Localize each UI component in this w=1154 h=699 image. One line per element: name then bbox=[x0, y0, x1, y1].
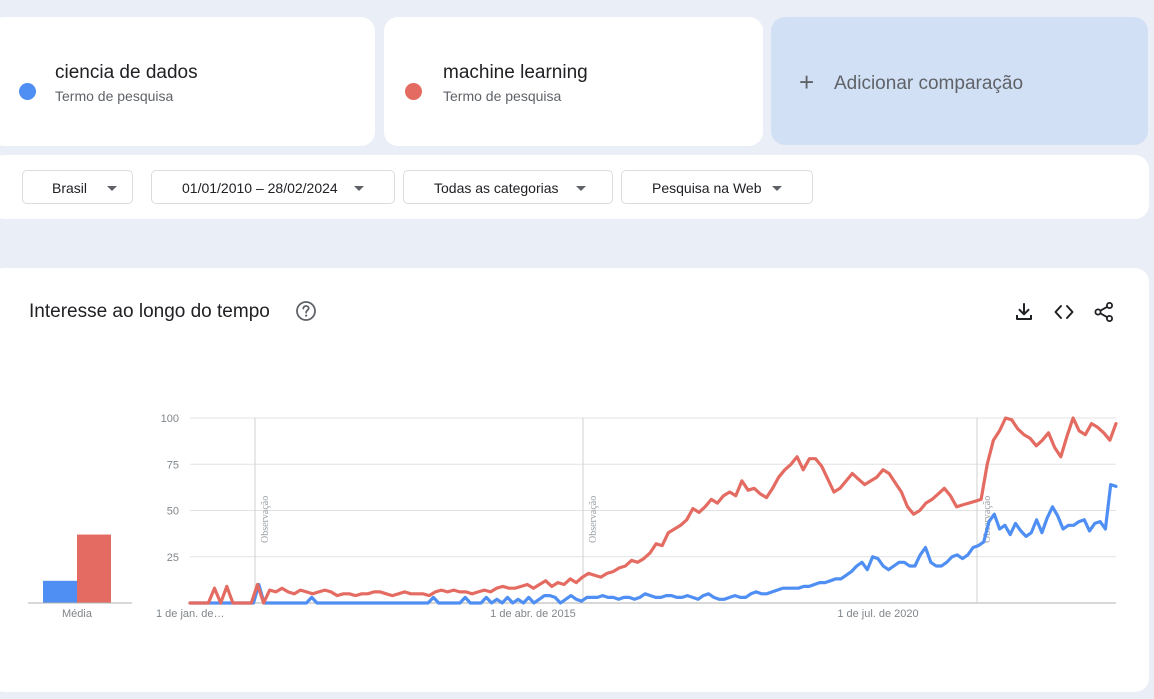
filter-bar: Brasil 01/01/2010 – 28/02/2024 Todas as … bbox=[0, 155, 1149, 219]
average-bar-ciencia-de-dados bbox=[43, 580, 77, 603]
search-type-value: Pesquisa na Web bbox=[652, 180, 762, 196]
annotation-label: Observação bbox=[260, 496, 271, 543]
y-tick-label: 100 bbox=[161, 413, 179, 425]
y-tick-label: 25 bbox=[167, 552, 179, 564]
series-color-dot bbox=[19, 83, 36, 100]
average-label: Média bbox=[62, 608, 93, 620]
help-icon[interactable] bbox=[295, 300, 317, 322]
term-card-2[interactable]: machine learning Termo de pesquisa bbox=[384, 17, 763, 146]
download-icon[interactable] bbox=[1013, 301, 1035, 323]
chevron-down-icon bbox=[772, 186, 782, 191]
date-range-value: 01/01/2010 – 28/02/2024 bbox=[182, 180, 338, 196]
series-line-machine-learning bbox=[188, 416, 1118, 605]
x-tick-label: 1 de jan. de… bbox=[156, 608, 225, 620]
region-value: Brasil bbox=[52, 180, 88, 196]
series-color-dot bbox=[405, 83, 422, 100]
share-icon[interactable] bbox=[1093, 301, 1115, 323]
y-tick-label: 75 bbox=[167, 459, 179, 471]
category-value: Todas as categorias bbox=[434, 180, 559, 196]
plus-icon: + bbox=[799, 67, 815, 97]
term-card-1[interactable]: ciencia de dados Termo de pesquisa bbox=[0, 17, 375, 146]
chevron-down-icon bbox=[107, 186, 117, 191]
term-subtitle: Termo de pesquisa bbox=[443, 88, 562, 104]
search-type-select[interactable]: Pesquisa na Web bbox=[621, 170, 813, 204]
series-line-ciencia-de-dados bbox=[188, 483, 1118, 605]
term-name: ciencia de dados bbox=[55, 62, 198, 83]
embed-code-icon[interactable] bbox=[1053, 301, 1075, 323]
interest-over-time-card: Interesse ao longo do tempo 100 75 50 25 Obs… bbox=[0, 268, 1149, 692]
chevron-down-icon bbox=[354, 186, 364, 191]
region-select[interactable]: Brasil bbox=[22, 170, 133, 204]
term-name: machine learning bbox=[443, 62, 588, 83]
add-comparison-label: Adicionar comparação bbox=[834, 73, 1024, 94]
average-bar-machine-learning bbox=[77, 534, 111, 603]
y-tick-label: 50 bbox=[167, 506, 179, 518]
term-subtitle: Termo de pesquisa bbox=[55, 88, 174, 104]
add-comparison-button[interactable]: + Adicionar comparação bbox=[771, 17, 1148, 145]
x-tick-label: 1 de abr. de 2015 bbox=[490, 608, 576, 620]
x-tick-label: 1 de jul. de 2020 bbox=[837, 608, 918, 620]
chevron-down-icon bbox=[576, 186, 586, 191]
chart-title: Interesse ao longo do tempo bbox=[29, 301, 270, 322]
category-select[interactable]: Todas as categorias bbox=[403, 170, 613, 204]
annotation-label: Observação bbox=[588, 496, 599, 543]
date-range-select[interactable]: 01/01/2010 – 28/02/2024 bbox=[151, 170, 395, 204]
interest-chart: 100 75 50 25 Observação Observação Observação 1… bbox=[28, 413, 1118, 620]
annotation-label: Observação bbox=[982, 496, 993, 543]
